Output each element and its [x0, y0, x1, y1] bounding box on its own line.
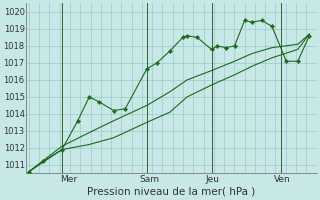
- X-axis label: Pression niveau de la mer( hPa ): Pression niveau de la mer( hPa ): [87, 187, 255, 197]
